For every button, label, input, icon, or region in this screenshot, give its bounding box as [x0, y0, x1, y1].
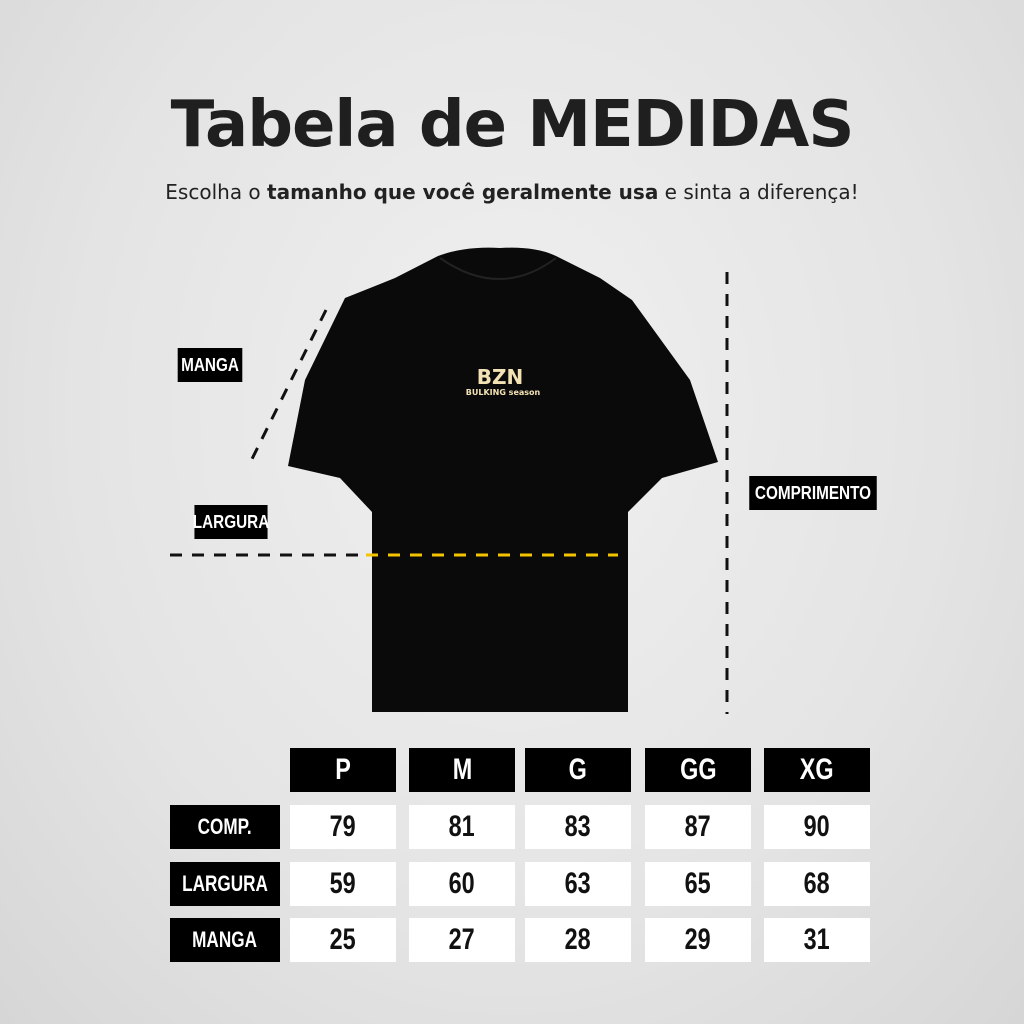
subtitle-text: Escolha o [165, 180, 268, 204]
size-header-m: M [409, 748, 515, 792]
size-header-g: G [525, 748, 631, 792]
tshirt-image [288, 247, 718, 712]
table-cell: 79 [290, 805, 396, 849]
table-cell: 31 [764, 918, 870, 962]
label-largura: LARGURA [193, 505, 269, 539]
page-subtitle: Escolha o tamanho que você geralmente us… [0, 180, 1024, 204]
row-label-manga: MANGA [170, 918, 280, 962]
table-cell: 60 [409, 862, 515, 906]
table-cell: 90 [764, 805, 870, 849]
subtitle-text-end: e sinta a diferença! [658, 180, 859, 204]
table-cell: 63 [525, 862, 631, 906]
table-cell: 59 [290, 862, 396, 906]
subtitle-bold: tamanho que você geralmente usa [267, 180, 659, 204]
row-label-comp: COMP. [170, 805, 280, 849]
table-cell: 83 [525, 805, 631, 849]
size-header-p: P [290, 748, 396, 792]
table-cell: 29 [645, 918, 751, 962]
table-cell: 27 [409, 918, 515, 962]
table-cell: 68 [764, 862, 870, 906]
page-title: Tabela de MEDIDAS [170, 88, 855, 162]
collar [439, 257, 557, 280]
size-header-xg: XG [764, 748, 870, 792]
table-cell: 65 [645, 862, 751, 906]
table-cell: 25 [290, 918, 396, 962]
table-cell: 87 [645, 805, 751, 849]
row-label-largura: LARGURA [170, 862, 280, 906]
shirt-logo: BZN [477, 365, 523, 389]
size-header-gg: GG [645, 748, 751, 792]
shirt-logo-sub: BULKING season [466, 388, 541, 397]
manga-dashed-line [247, 309, 328, 466]
label-comprimento: COMPRIMENTO [749, 476, 877, 510]
table-cell: 28 [525, 918, 631, 962]
label-manga: MANGA [177, 348, 243, 382]
table-cell: 81 [409, 805, 515, 849]
